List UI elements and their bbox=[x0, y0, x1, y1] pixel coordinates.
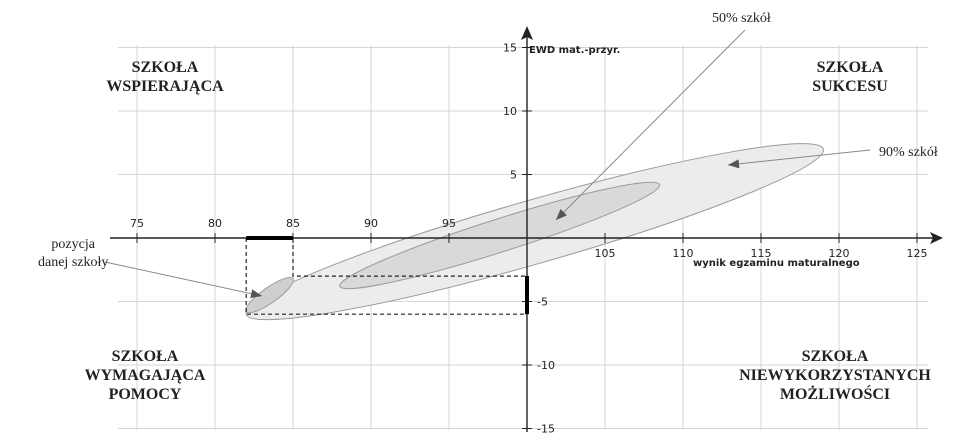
quadrant-bottom-right-line2: NIEWYKORZYSTANYCH bbox=[739, 367, 931, 384]
arrow-90-head bbox=[728, 159, 740, 169]
school-box-upper bbox=[292, 238, 527, 277]
quadrant-bottom-left: SZKOŁA WYMAGAJĄCA POMOCY bbox=[60, 347, 230, 404]
annotation-90-percent: 90% szkół bbox=[879, 145, 938, 160]
x-tick-label-80: 80 bbox=[208, 217, 222, 230]
x-tick-label-110: 110 bbox=[673, 247, 694, 260]
x-tick-label-75: 75 bbox=[130, 217, 144, 230]
annotation-school-position-line1: pozycja bbox=[51, 237, 95, 252]
quadrant-bottom-right-line1: SZKOŁA bbox=[801, 348, 869, 365]
x-tick-label-95: 95 bbox=[442, 217, 456, 230]
arrow-position-line bbox=[104, 261, 263, 297]
arrow-50-line bbox=[555, 29, 746, 221]
quadrant-bottom-left-line3: POMOCY bbox=[108, 386, 182, 403]
quadrant-top-left-line1: SZKOŁA bbox=[131, 59, 199, 76]
quadrant-top-right-line1: SZKOŁA bbox=[816, 59, 884, 76]
arrow-90-line bbox=[727, 149, 871, 166]
y-axis-label: EWD mat.-przyr. bbox=[529, 45, 621, 56]
x-tick-label-90: 90 bbox=[364, 217, 378, 230]
quadrant-bottom-right-line3: MOŻLIWOŚCI bbox=[779, 386, 891, 403]
y-tick-label-5: 5 bbox=[510, 169, 517, 182]
x-tick-label-85: 85 bbox=[286, 217, 300, 230]
x-tick-label-120: 120 bbox=[829, 247, 850, 260]
quadrant-top-right: SZKOŁA SUKCESU bbox=[785, 58, 915, 96]
y-tick-label-10: 10 bbox=[503, 105, 517, 118]
x-tick-label-105: 105 bbox=[595, 247, 616, 260]
y-tick-label--5: -5 bbox=[537, 296, 548, 309]
annotation-school-position: pozycja danej szkoły bbox=[38, 236, 108, 272]
x-axis-arrow bbox=[930, 232, 943, 244]
x-tick-label-125: 125 bbox=[907, 247, 928, 260]
annotation-school-position-line2: danej szkoły bbox=[38, 255, 109, 270]
y-tick-label--10: -10 bbox=[537, 359, 555, 372]
y-axis-arrow bbox=[521, 26, 533, 40]
x-tick-label-115: 115 bbox=[751, 247, 772, 260]
quadrant-top-left-line2: WSPIERAJĄCA bbox=[106, 78, 224, 95]
quadrant-bottom-right: SZKOŁA NIEWYKORZYSTANYCH MOŻLIWOŚCI bbox=[710, 347, 960, 404]
quadrant-top-right-line2: SUKCESU bbox=[812, 78, 888, 95]
x-axis-label: wynik egzaminu maturalnego bbox=[693, 258, 860, 269]
y-tick-label-15: 15 bbox=[503, 42, 517, 55]
quadrant-top-left: SZKOŁA WSPIERAJĄCA bbox=[80, 58, 250, 96]
quadrant-bottom-left-line1: SZKOŁA bbox=[111, 348, 179, 365]
quadrant-bottom-left-line2: WYMAGAJĄCA bbox=[84, 367, 206, 384]
annotation-50-percent: 50% szkół bbox=[712, 11, 771, 26]
y-tick-label--15: -15 bbox=[537, 423, 555, 435]
ellipse-1 bbox=[339, 181, 661, 290]
arrow-position-head bbox=[250, 289, 262, 299]
arrow-50-head bbox=[556, 209, 567, 220]
